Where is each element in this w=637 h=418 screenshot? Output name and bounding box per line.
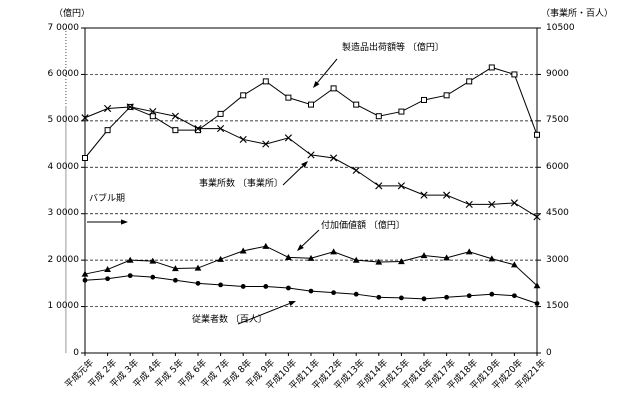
right-axis-tick-label: 9000: [546, 68, 569, 79]
left-axis-tick-label: 6 0000: [47, 68, 80, 79]
right-axis-title: （事業所・百人）: [541, 9, 614, 19]
series-label-establishments: 事業所数 〔事業所〕: [199, 179, 283, 189]
right-axis-tick-label: 3000: [546, 254, 569, 265]
left-axis-title: （億円）: [54, 9, 91, 19]
series-circle: [82, 273, 540, 306]
right-axis-tick-label: 0: [546, 347, 552, 358]
left-axis-tick-label: 3 0000: [47, 208, 80, 219]
arrow-establishments: [282, 161, 308, 186]
left-axis-tick-label: 7 0000: [47, 22, 80, 33]
arrow-value-added: [297, 229, 320, 251]
left-axis-tick-label: 1 0000: [47, 301, 80, 312]
right-axis-tick-label: 1500: [546, 301, 569, 312]
right-axis-tick-label: 6000: [546, 161, 569, 172]
arrow-bubble-period: [87, 219, 128, 225]
right-axis-tick-label: 10500: [546, 22, 575, 33]
left-axis-tick-label: 2 0000: [47, 254, 80, 265]
arrow-employees: [237, 301, 296, 325]
left-axis-tick-label: 4 0000: [47, 161, 80, 172]
series-label-value-added: 付加価値額 〔億円〕: [321, 221, 405, 231]
right-axis-tick-label: 7500: [546, 115, 569, 126]
series-square: [82, 64, 540, 161]
series-triangle: [81, 242, 541, 289]
series-label-shipments: 製造品出荷額等 〔億円〕: [342, 43, 444, 53]
arrow-shipments: [313, 58, 338, 88]
plot-frame: [84, 27, 538, 354]
right-axis-tick-label: 4500: [546, 208, 569, 219]
series-x: [81, 103, 541, 221]
series-label-employees: 従業者数 〔百人〕: [192, 315, 267, 325]
bubble-period-label: バブル期: [89, 194, 126, 204]
left-axis-tick-label: 5 0000: [47, 115, 80, 126]
left-axis-tick-label: 0: [73, 347, 79, 358]
